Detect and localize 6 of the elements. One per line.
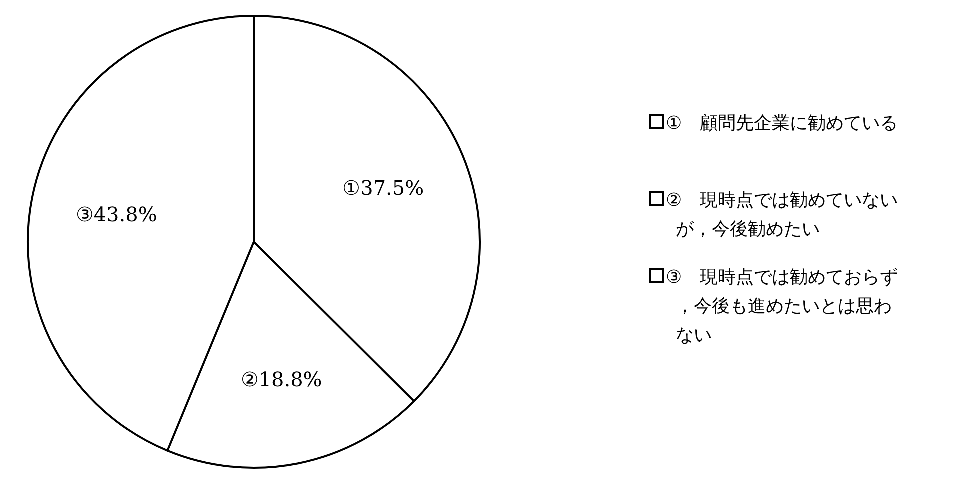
legend-label: ① 顧問先企業に勧めている	[666, 113, 898, 134]
data-label: ③43.8%	[76, 202, 158, 227]
data-label: ②18.8%	[240, 367, 322, 392]
legend-label: ③ 現時点では勧めておらず，今後も進めたいとは思わない	[666, 267, 898, 346]
data-label: ①37.5%	[342, 176, 424, 200]
legend-label: ② 現時点では勧めていないが，今後勧めたい	[666, 190, 898, 240]
